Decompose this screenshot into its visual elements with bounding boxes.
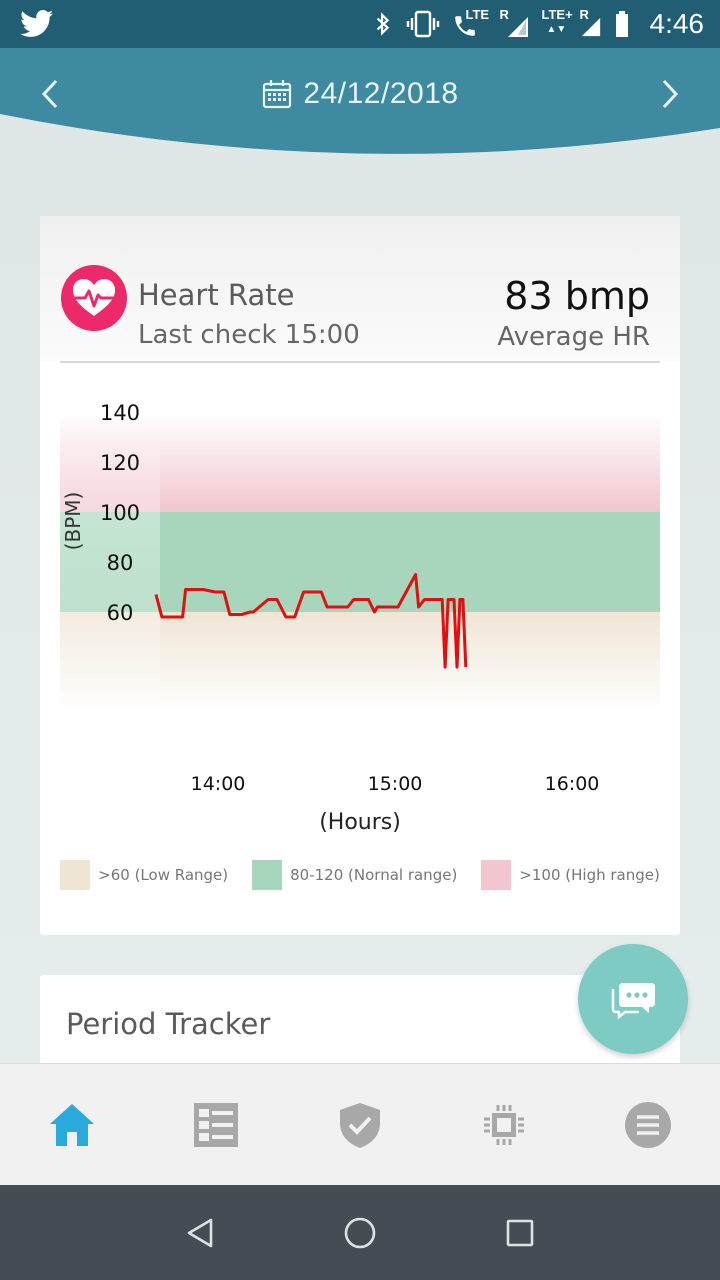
heart-rate-title: Heart Rate	[138, 278, 295, 312]
chip-icon	[484, 1104, 524, 1145]
report-list-icon	[194, 1102, 238, 1147]
shield-check-icon	[340, 1102, 380, 1148]
legend-label-low: >60 (Low Range)	[98, 866, 229, 884]
signal-icon: LTE+ ▲▼ R	[542, 7, 602, 41]
tab-devices[interactable]	[464, 1085, 544, 1165]
chevron-right-icon	[662, 79, 679, 109]
legend-label-high: >100 (High range)	[519, 866, 660, 884]
y-tick-label: 80	[107, 551, 134, 575]
y-tick-label: 140	[100, 401, 140, 425]
card-divider	[60, 361, 660, 363]
tab-home[interactable]	[32, 1085, 112, 1165]
tab-menu[interactable]	[608, 1085, 688, 1165]
status-bar: LTE R LTE+ ▲▼ R 4:46	[0, 0, 720, 48]
clock: 4:46	[649, 8, 705, 39]
average-hr-label: Average HR	[497, 322, 650, 352]
heart-rate-card[interactable]: Heart Rate Last check 15:00 83 bmp Avera…	[40, 216, 680, 935]
y-tick-label: 100	[100, 501, 140, 525]
signal-icon: R	[500, 7, 530, 41]
home-icon	[50, 1103, 94, 1146]
date-selector[interactable]: 24/12/2018	[0, 74, 720, 114]
legend-swatch-low	[60, 860, 91, 890]
last-check-text: Last check 15:00	[138, 320, 360, 350]
bottom-navigation	[0, 1063, 720, 1185]
x-axis-label: (Hours)	[319, 810, 401, 835]
chat-fab-button[interactable]	[578, 944, 688, 1054]
legend-item-high: >100 (High range)	[481, 860, 660, 890]
y-axis-panel	[60, 413, 160, 753]
x-tick-label: 14:00	[191, 773, 246, 795]
chat-bubbles-icon	[611, 983, 655, 1019]
volte-call-icon: LTE	[452, 7, 489, 41]
tab-reports[interactable]	[176, 1085, 256, 1165]
bluetooth-icon	[376, 12, 389, 36]
y-axis-label: (BPM)	[61, 492, 85, 551]
recents-icon	[506, 1219, 534, 1246]
legend-label-normal: 80-120 (Nornal range)	[290, 866, 458, 884]
legend-item-normal: 80-120 (Nornal range)	[252, 860, 457, 890]
heart-pulse-icon	[61, 265, 127, 331]
legend-item-low: >60 (Low Range)	[60, 860, 228, 890]
heart-rate-chart: 140 120 100 80 60 (BPM) 14:00 15:00 16:00 (Hou…	[60, 401, 660, 835]
legend-swatch-normal	[252, 860, 283, 890]
calendar-icon	[263, 80, 292, 109]
y-tick-label: 60	[107, 601, 134, 625]
average-hr-value: 83 bmp	[504, 274, 650, 318]
legend-swatch-high	[481, 860, 512, 890]
twitter-icon	[20, 10, 54, 37]
y-tick-label: 120	[100, 451, 140, 475]
x-tick-label: 15:00	[368, 773, 423, 795]
system-recents-button[interactable]	[490, 1203, 550, 1263]
x-tick-label: 16:00	[545, 773, 600, 795]
chart-legend: >60 (Low Range) 80-120 (Nornal range) >1…	[40, 859, 680, 891]
menu-icon	[625, 1101, 671, 1148]
system-back-button[interactable]	[170, 1203, 230, 1263]
system-navigation-bar	[0, 1185, 720, 1280]
selected-date: 24/12/2018	[303, 77, 459, 110]
card-header-background	[40, 216, 680, 361]
heart-rate-series-line	[154, 573, 468, 669]
system-home-button[interactable]	[330, 1203, 390, 1263]
tab-protection[interactable]	[320, 1085, 400, 1165]
date-header: 24/12/2018	[0, 48, 720, 160]
period-tracker-title: Period Tracker	[66, 1007, 271, 1041]
chevron-left-icon	[41, 79, 58, 109]
header-background	[0, 48, 720, 154]
vibrate-icon	[406, 10, 439, 38]
next-day-button[interactable]	[650, 74, 690, 114]
back-icon	[187, 1218, 213, 1247]
previous-day-button[interactable]	[30, 74, 70, 114]
home-circle-icon	[344, 1217, 376, 1248]
battery-icon	[615, 11, 628, 37]
